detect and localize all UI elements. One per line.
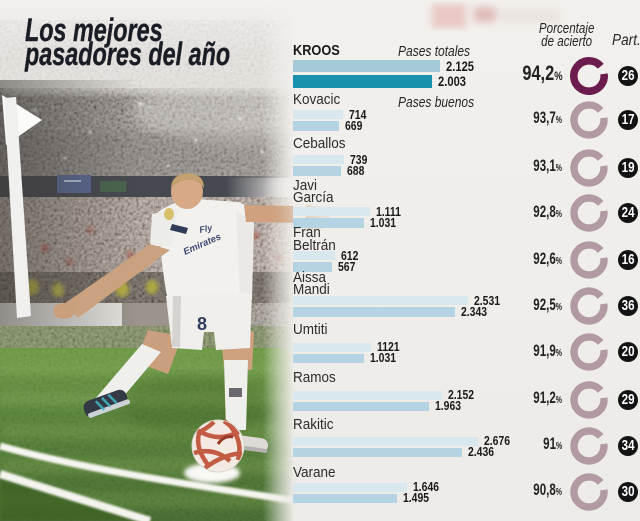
svg-text:Fly: Fly <box>198 222 214 235</box>
svg-text:8: 8 <box>197 314 207 334</box>
